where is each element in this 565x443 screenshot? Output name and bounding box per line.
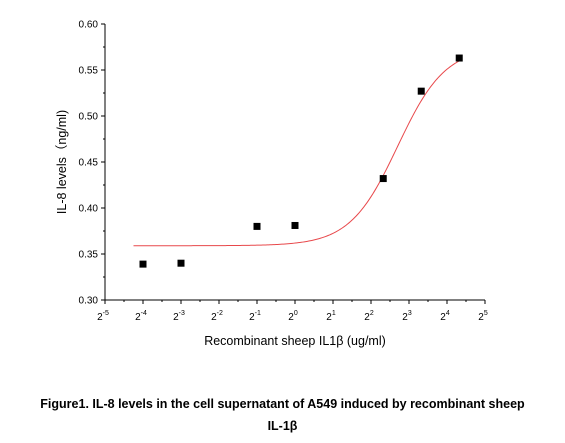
figure-caption: Figure1. IL-8 levels in the cell superna… (0, 393, 565, 437)
x-tick-label: 20 (288, 310, 298, 323)
x-axis-ticks: 2-5 2-4 2-3 2-2 2-1 20 21 22 23 24 25 (97, 300, 488, 323)
x-tick-label: 2-1 (249, 310, 261, 323)
y-axis-label: IL-8 levels（ng/ml) (55, 110, 69, 214)
data-point (253, 222, 261, 230)
y-tick-label: 0.40 (79, 204, 99, 215)
y-tick-label: 0.55 (79, 66, 99, 77)
data-point (291, 221, 299, 229)
fit-curve (133, 59, 461, 247)
data-point (379, 175, 387, 183)
y-axis-ticks: 0.30 0.35 0.40 0.45 0.50 0.55 0.60 (79, 20, 105, 307)
data-point (139, 260, 147, 268)
y-tick-label: 0.35 (79, 250, 99, 261)
x-tick-label: 24 (440, 310, 450, 323)
x-tick-label: 2-3 (173, 310, 185, 323)
x-tick-label: 21 (326, 310, 336, 323)
x-tick-label: 22 (364, 310, 374, 323)
x-tick-label: 2-2 (211, 310, 223, 323)
caption-line-2: IL-1β (267, 419, 298, 433)
y-tick-label: 0.50 (79, 112, 99, 123)
x-tick-label: 2-4 (135, 310, 147, 323)
x-axis-label: Recombinant sheep IL1β (ug/ml) (204, 334, 386, 348)
caption-line-1: Figure1. IL-8 levels in the cell superna… (40, 397, 525, 411)
data-points (139, 54, 463, 268)
y-tick-label: 0.30 (79, 296, 99, 307)
data-point (455, 54, 463, 62)
y-tick-label: 0.60 (79, 20, 99, 31)
x-tick-label: 23 (402, 310, 412, 323)
x-tick-label: 2-5 (97, 310, 109, 323)
data-point (417, 87, 425, 95)
chart: 0.300.350.400.450.500.550.60 2-5 2-4 2-3 2-… (55, 20, 488, 349)
plot-frame (104, 24, 485, 301)
data-point (177, 259, 185, 267)
y-tick-label: 0.45 (79, 158, 99, 169)
x-tick-label: 25 (478, 310, 488, 323)
